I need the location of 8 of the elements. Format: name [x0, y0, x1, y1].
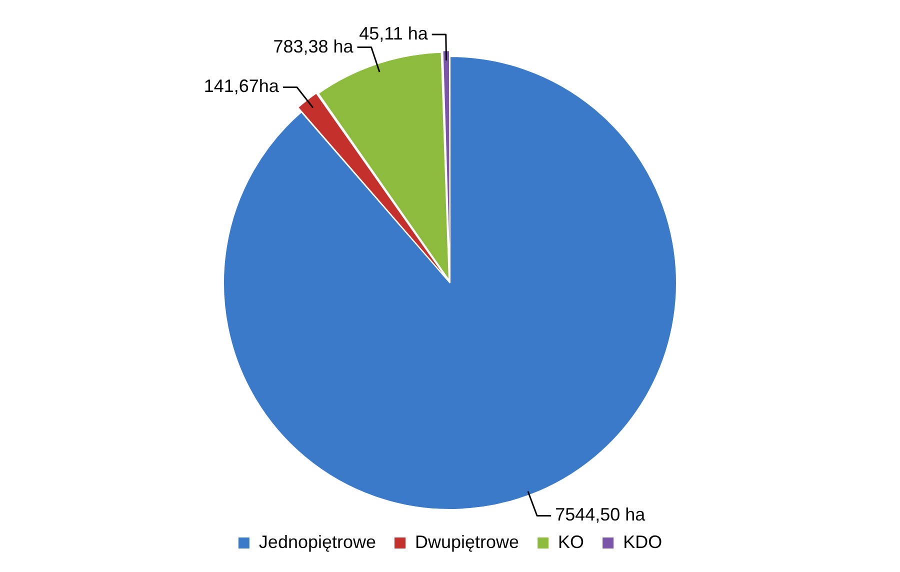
legend-label: KDO — [623, 532, 662, 552]
legend-label: KO — [558, 532, 584, 552]
legend-label: Jednopiętrowe — [258, 532, 376, 552]
data-label: 783,38 ha — [273, 36, 354, 56]
data-label: 45,11 ha — [359, 24, 429, 44]
legend-label: Dwupiętrowe — [415, 532, 520, 552]
data-label: 7544,50 ha — [555, 504, 646, 525]
data-label: 141,67ha — [204, 76, 280, 96]
